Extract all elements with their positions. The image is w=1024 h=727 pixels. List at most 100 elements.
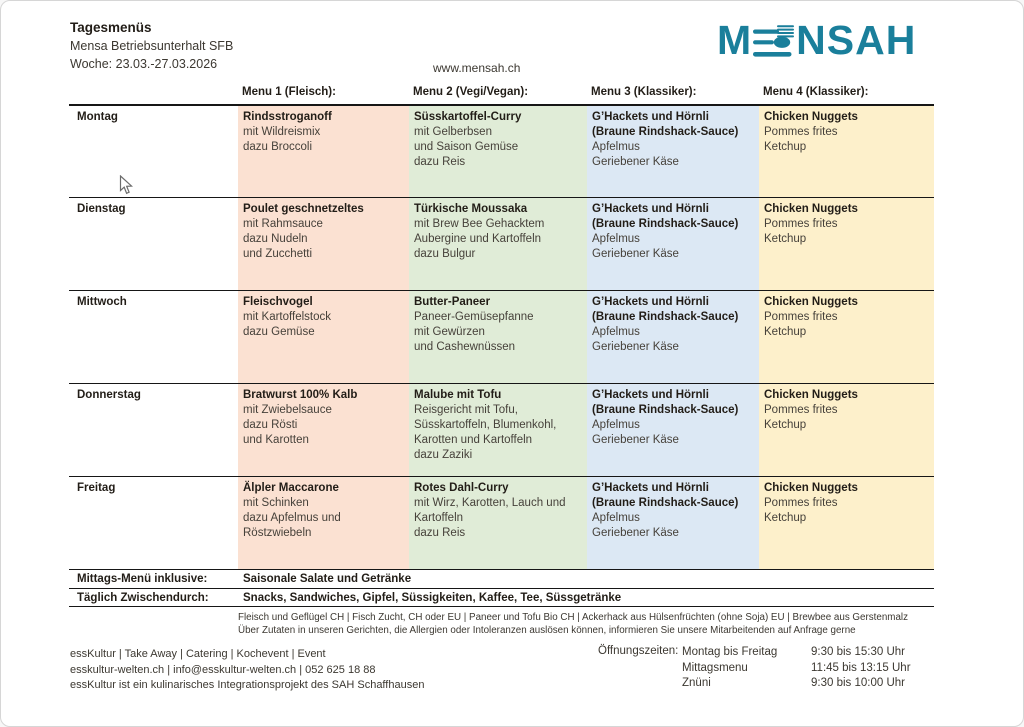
dish-title: Chicken Nuggets [764, 296, 858, 308]
extra-row-lunch-included: Mittags-Menü inklusive: Saisonale Salate… [69, 569, 934, 588]
dish-title: Chicken Nuggets [764, 482, 858, 494]
menu-cell: Chicken Nuggets Pommes frites Ketchup [759, 291, 934, 383]
logo-letter-m: M [717, 17, 753, 63]
dish-title: G’Hackets und Hörnli (Braune Rindshack-S… [592, 296, 739, 323]
day-label: Montag [77, 111, 118, 123]
menu-cell: G’Hackets und Hörnli (Braune Rindshack-S… [587, 477, 759, 569]
opening-row-time: 9:30 bis 15:30 Uhr [811, 646, 905, 658]
dish-title: G’Hackets und Hörnli (Braune Rindshack-S… [592, 389, 739, 416]
dish-title: Türkische Moussaka [414, 203, 528, 215]
table-row-mittwoch: Mittwoch Fleischvogel mit Kartoffelstock… [69, 290, 934, 383]
dish-title: Poulet geschnetzeltes [243, 203, 364, 215]
ingredient-origin-note: Fleisch und Geflügel CH | Fisch Zucht, C… [238, 611, 938, 637]
dish-title: Älpler Maccarone [243, 482, 339, 494]
menu-cell: Malube mit Tofu Reisgericht mit Tofu, Sü… [409, 384, 587, 476]
menu-cell: G’Hackets und Hörnli (Braune Rindshack-S… [587, 291, 759, 383]
logo-cutlery-e-icon [753, 24, 795, 57]
table-row-montag: Montag Rindsstroganoff mit Wildreismix d… [69, 104, 934, 197]
menu-cell: Süsskartoffel-Curry mit Gelberbsen und S… [409, 106, 587, 197]
included-extras: Mittags-Menü inklusive: Saisonale Salate… [69, 569, 934, 607]
opening-hours-names: Montag bis Freitag Mittagsmenu Znüni [682, 645, 777, 692]
dish-details: Paneer-Gemüsepfanne mit Gewürzen und Cas… [414, 311, 534, 353]
column-header-day [69, 86, 238, 98]
opening-row-name: Znüni [682, 677, 711, 689]
dish-details: mit Wildreismix dazu Broccoli [243, 126, 321, 153]
origin-line: Fleisch und Geflügel CH | Fisch Zucht, C… [238, 612, 908, 623]
services-line: essKultur | Take Away | Catering | Koche… [70, 648, 326, 660]
dish-title: Chicken Nuggets [764, 111, 858, 123]
dish-title: Fleischvogel [243, 296, 313, 308]
dish-details: mit Zwiebelsauce dazu Rösti und Karotten [243, 404, 332, 446]
contact-footer: essKultur | Take Away | Catering | Koche… [70, 647, 424, 694]
day-label: Freitag [77, 482, 116, 494]
opening-hours-label: Öffnungszeiten: [598, 645, 679, 657]
menu-cell: G’Hackets und Hörnli (Braune Rindshack-S… [587, 198, 759, 290]
dish-title: Rotes Dahl-Curry [414, 482, 509, 494]
dish-details: Reisgericht mit Tofu, Süsskartoffeln, Bl… [414, 404, 557, 461]
menu-table: Montag Rindsstroganoff mit Wildreismix d… [69, 104, 934, 569]
dish-details: mit Kartoffelstock dazu Gemüse [243, 311, 331, 338]
menu-cell: G’Hackets und Hörnli (Braune Rindshack-S… [587, 384, 759, 476]
extra-value: Snacks, Sandwiches, Gipfel, Süssigkeiten… [243, 591, 622, 604]
dish-title: G’Hackets und Hörnli (Braune Rindshack-S… [592, 203, 739, 230]
dish-title: G’Hackets und Hörnli (Braune Rindshack-S… [592, 111, 739, 138]
opening-row-time: 9:30 bis 10:00 Uhr [811, 677, 905, 689]
document-header: Tagesmenüs Mensa Betriebsunterhalt SFB W… [70, 18, 233, 73]
dish-details: Apfelmus Geriebener Käse [592, 419, 679, 446]
dish-details: Pommes frites Ketchup [764, 218, 838, 245]
dish-details: Pommes frites Ketchup [764, 497, 838, 524]
dish-title: Chicken Nuggets [764, 203, 858, 215]
dish-details: mit Schinken dazu Apfelmus und Röstzwieb… [243, 497, 341, 539]
column-header-menu4: Menu 4 (Klassiker): [763, 86, 869, 98]
mensah-logo: M NSAH [717, 17, 916, 64]
dish-details: mit Brew Bee Gehacktem Aubergine und Kar… [414, 218, 545, 260]
dish-details: Apfelmus Geriebener Käse [592, 326, 679, 353]
menu-cell: Chicken Nuggets Pommes frites Ketchup [759, 384, 934, 476]
menu-cell: Bratwurst 100% Kalb mit Zwiebelsauce daz… [238, 384, 409, 476]
contact-line: esskultur-welten.ch | info@esskultur-wel… [70, 663, 376, 676]
dish-details: Pommes frites Ketchup [764, 404, 838, 431]
opening-row-time: 11:45 bis 13:15 Uhr [811, 661, 911, 674]
dish-title: Bratwurst 100% Kalb [243, 389, 358, 401]
day-label: Mittwoch [77, 296, 127, 308]
menu-cell: Chicken Nuggets Pommes frites Ketchup [759, 477, 934, 569]
table-row-dienstag: Dienstag Poulet geschnetzeltes mit Rahms… [69, 197, 934, 290]
dish-details: Apfelmus Geriebener Käse [592, 233, 679, 260]
mouse-cursor-icon [119, 175, 133, 195]
page-title: Tagesmenüs [70, 20, 152, 35]
menu-cell: G’Hackets und Hörnli (Braune Rindshack-S… [587, 106, 759, 197]
opening-row-name: Mittagsmenu [682, 661, 748, 674]
logo-letters-nsah: NSAH [796, 17, 917, 63]
menu-cell: Rindsstroganoff mit Wildreismix dazu Bro… [238, 106, 409, 197]
website-url: www.mensah.ch [433, 61, 521, 75]
menu-cell: Chicken Nuggets Pommes frites Ketchup [759, 198, 934, 290]
canteen-name: Mensa Betriebsunterhalt SFB [70, 39, 234, 53]
opening-row-name: Montag bis Freitag [682, 646, 778, 658]
column-header-row: Menu 1 (Fleisch): Menu 2 (Vegi/Vegan): M… [69, 86, 934, 98]
extra-row-daily-snacks: Täglich Zwischendurch: Snacks, Sandwiche… [69, 588, 934, 607]
dish-title: G’Hackets und Hörnli (Braune Rindshack-S… [592, 482, 739, 509]
table-row-donnerstag: Donnerstag Bratwurst 100% Kalb mit Zwieb… [69, 383, 934, 476]
menu-cell: Butter-Paneer Paneer-Gemüsepfanne mit Ge… [409, 291, 587, 383]
dish-details: Apfelmus Geriebener Käse [592, 512, 679, 539]
table-row-freitag: Freitag Älpler Maccarone mit Schinken da… [69, 476, 934, 569]
dish-title: Süsskartoffel-Curry [414, 111, 522, 123]
extra-label: Mittags-Menü inklusive: [77, 573, 208, 585]
dish-details: Pommes frites Ketchup [764, 126, 838, 153]
week-range: Woche: 23.03.-27.03.2026 [70, 57, 218, 71]
menu-cell: Poulet geschnetzeltes mit Rahmsauce dazu… [238, 198, 409, 290]
allergy-line: Über Zutaten in unseren Gerichten, die A… [238, 625, 856, 636]
menu-cell: Chicken Nuggets Pommes frites Ketchup [759, 106, 934, 197]
dish-details: mit Wirz, Karotten, Lauch und Kartoffeln… [414, 497, 566, 539]
extra-value: Saisonale Salate und Getränke [243, 573, 412, 585]
dish-details: Apfelmus Geriebener Käse [592, 141, 679, 168]
menu-cell: Fleischvogel mit Kartoffelstock dazu Gem… [238, 291, 409, 383]
day-label: Donnerstag [77, 389, 141, 401]
dish-details: mit Gelberbsen und Saison Gemüse dazu Re… [414, 126, 519, 168]
dish-title: Chicken Nuggets [764, 389, 858, 401]
dish-title: Malube mit Tofu [414, 389, 502, 401]
extra-label: Täglich Zwischendurch: [77, 591, 209, 604]
dish-details: Pommes frites Ketchup [764, 311, 838, 338]
dish-title: Rindsstroganoff [243, 111, 332, 123]
